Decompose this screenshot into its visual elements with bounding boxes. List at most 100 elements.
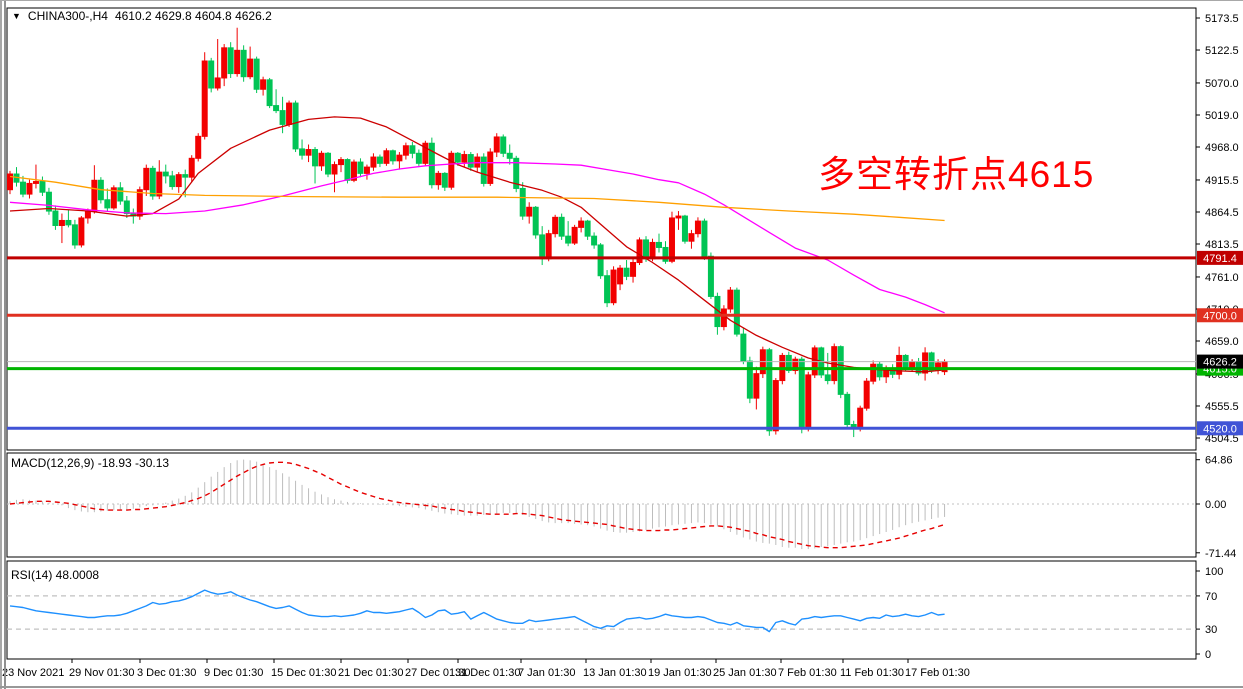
candle-body [435, 172, 442, 186]
candle-body [863, 380, 870, 409]
candle-body [383, 150, 390, 164]
price-axis-label: 4915.5 [1205, 175, 1239, 187]
candle-body [214, 77, 221, 89]
candle-body [604, 275, 611, 304]
candle-body [247, 58, 254, 78]
candle-body [71, 224, 78, 246]
candle-body [675, 215, 682, 219]
time-axis-label: 11 Feb 01:30 [840, 667, 904, 679]
candle-body [610, 269, 617, 304]
candle-body [785, 354, 792, 372]
price-axis-label: 4555.5 [1205, 401, 1239, 413]
candle-body [58, 219, 65, 226]
rsi-axis-label: 0 [1205, 649, 1211, 661]
candle-body [643, 239, 650, 260]
candle-body [195, 135, 202, 159]
chart-ohlc-values: 4610.2 4629.8 4604.8 4626.2 [114, 9, 272, 23]
candle-body [688, 233, 695, 242]
candle-body [513, 157, 520, 189]
candle-body [870, 363, 877, 382]
price-axis-label: 4864.5 [1205, 207, 1239, 219]
candle-body [201, 60, 208, 137]
candle-body [260, 79, 267, 90]
candle-body [253, 58, 260, 90]
candle-body [857, 407, 864, 428]
time-axis-label: 23 Nov 2021 [2, 667, 64, 679]
candle-body [753, 373, 760, 399]
candle-body [909, 361, 916, 368]
candle-body [539, 234, 546, 260]
candle-body [169, 175, 176, 188]
candle-body [91, 179, 98, 212]
candle-body [78, 217, 85, 246]
candle-body [292, 102, 299, 150]
candle-body [208, 60, 215, 89]
candle-body [532, 206, 539, 236]
candle-body [500, 136, 507, 154]
time-axis-label: 7 Feb 01:30 [778, 667, 837, 679]
candle-body [409, 145, 416, 154]
candle-body [461, 154, 468, 163]
candle-body [402, 145, 409, 156]
ma-slow-line [9, 175, 945, 222]
candle-body [792, 358, 799, 372]
candle-body [221, 47, 228, 79]
price-badge [1197, 250, 1243, 265]
candle-body [694, 220, 701, 235]
price-axis-label: 4761.0 [1205, 272, 1239, 284]
candle-body [26, 182, 33, 195]
candle-body [149, 167, 156, 197]
price-axis-label: 5019.0 [1205, 110, 1239, 122]
candle-body [617, 267, 624, 285]
candle-body [331, 164, 338, 175]
candle-body [526, 206, 533, 217]
chart-annotation-text: 多空转折点4615 [818, 154, 1095, 195]
candle-body [519, 187, 526, 217]
time-axis-label: 25 Jan 01:30 [713, 667, 777, 679]
candle-body [422, 142, 429, 164]
time-axis-label: 7 Jan 01:30 [518, 667, 576, 679]
macd-axis-label: 0.00 [1205, 499, 1226, 511]
price-axis-label: 4813.5 [1205, 239, 1239, 251]
candle-body [273, 105, 280, 112]
candle-body [545, 233, 552, 260]
candle-body [448, 152, 455, 188]
price-axis-label: 4659.0 [1205, 336, 1239, 348]
candle-body [325, 152, 332, 175]
candle-body [766, 349, 773, 432]
candle-body [922, 352, 929, 374]
rsi-indicator-label: RSI(14) 48.0008 [11, 568, 100, 582]
price-axis-label: 5122.5 [1205, 45, 1239, 57]
chart-symbol-timeframe: CHINA300-,H4 [27, 9, 108, 23]
candle-body [7, 173, 13, 191]
candle-body [45, 191, 52, 212]
candle-body [850, 424, 857, 428]
candle-body [578, 220, 585, 228]
candle-body [286, 102, 293, 125]
candle-body [630, 262, 637, 277]
chart-title: ▼ CHINA300-,H4 4610.2 4629.8 4604.8 4626… [12, 9, 272, 23]
candle-body [571, 226, 578, 244]
price-badge [1197, 308, 1243, 323]
candle-body [344, 159, 351, 181]
candle-body [681, 215, 688, 242]
candle-body [746, 360, 753, 399]
candle-body [656, 241, 662, 248]
candle-body [312, 149, 319, 167]
candle-body [506, 152, 513, 159]
candle-body [480, 156, 487, 184]
current-price-badge [1197, 354, 1243, 369]
macd-panel-border [6, 452, 1197, 558]
symbol-dropdown-icon[interactable]: ▼ [12, 11, 21, 21]
candle-body [136, 189, 143, 217]
candle-body [396, 154, 403, 162]
rsi-axis-label: 70 [1205, 591, 1217, 603]
ma-fast-line [9, 116, 945, 373]
candle-body [636, 239, 643, 264]
time-axis-label: 31 Dec 01:30 [455, 667, 520, 679]
candle-body [357, 161, 364, 174]
time-axis-label: 17 Feb 01:30 [905, 667, 970, 679]
candle-body [318, 152, 325, 167]
candle-body [837, 346, 844, 395]
